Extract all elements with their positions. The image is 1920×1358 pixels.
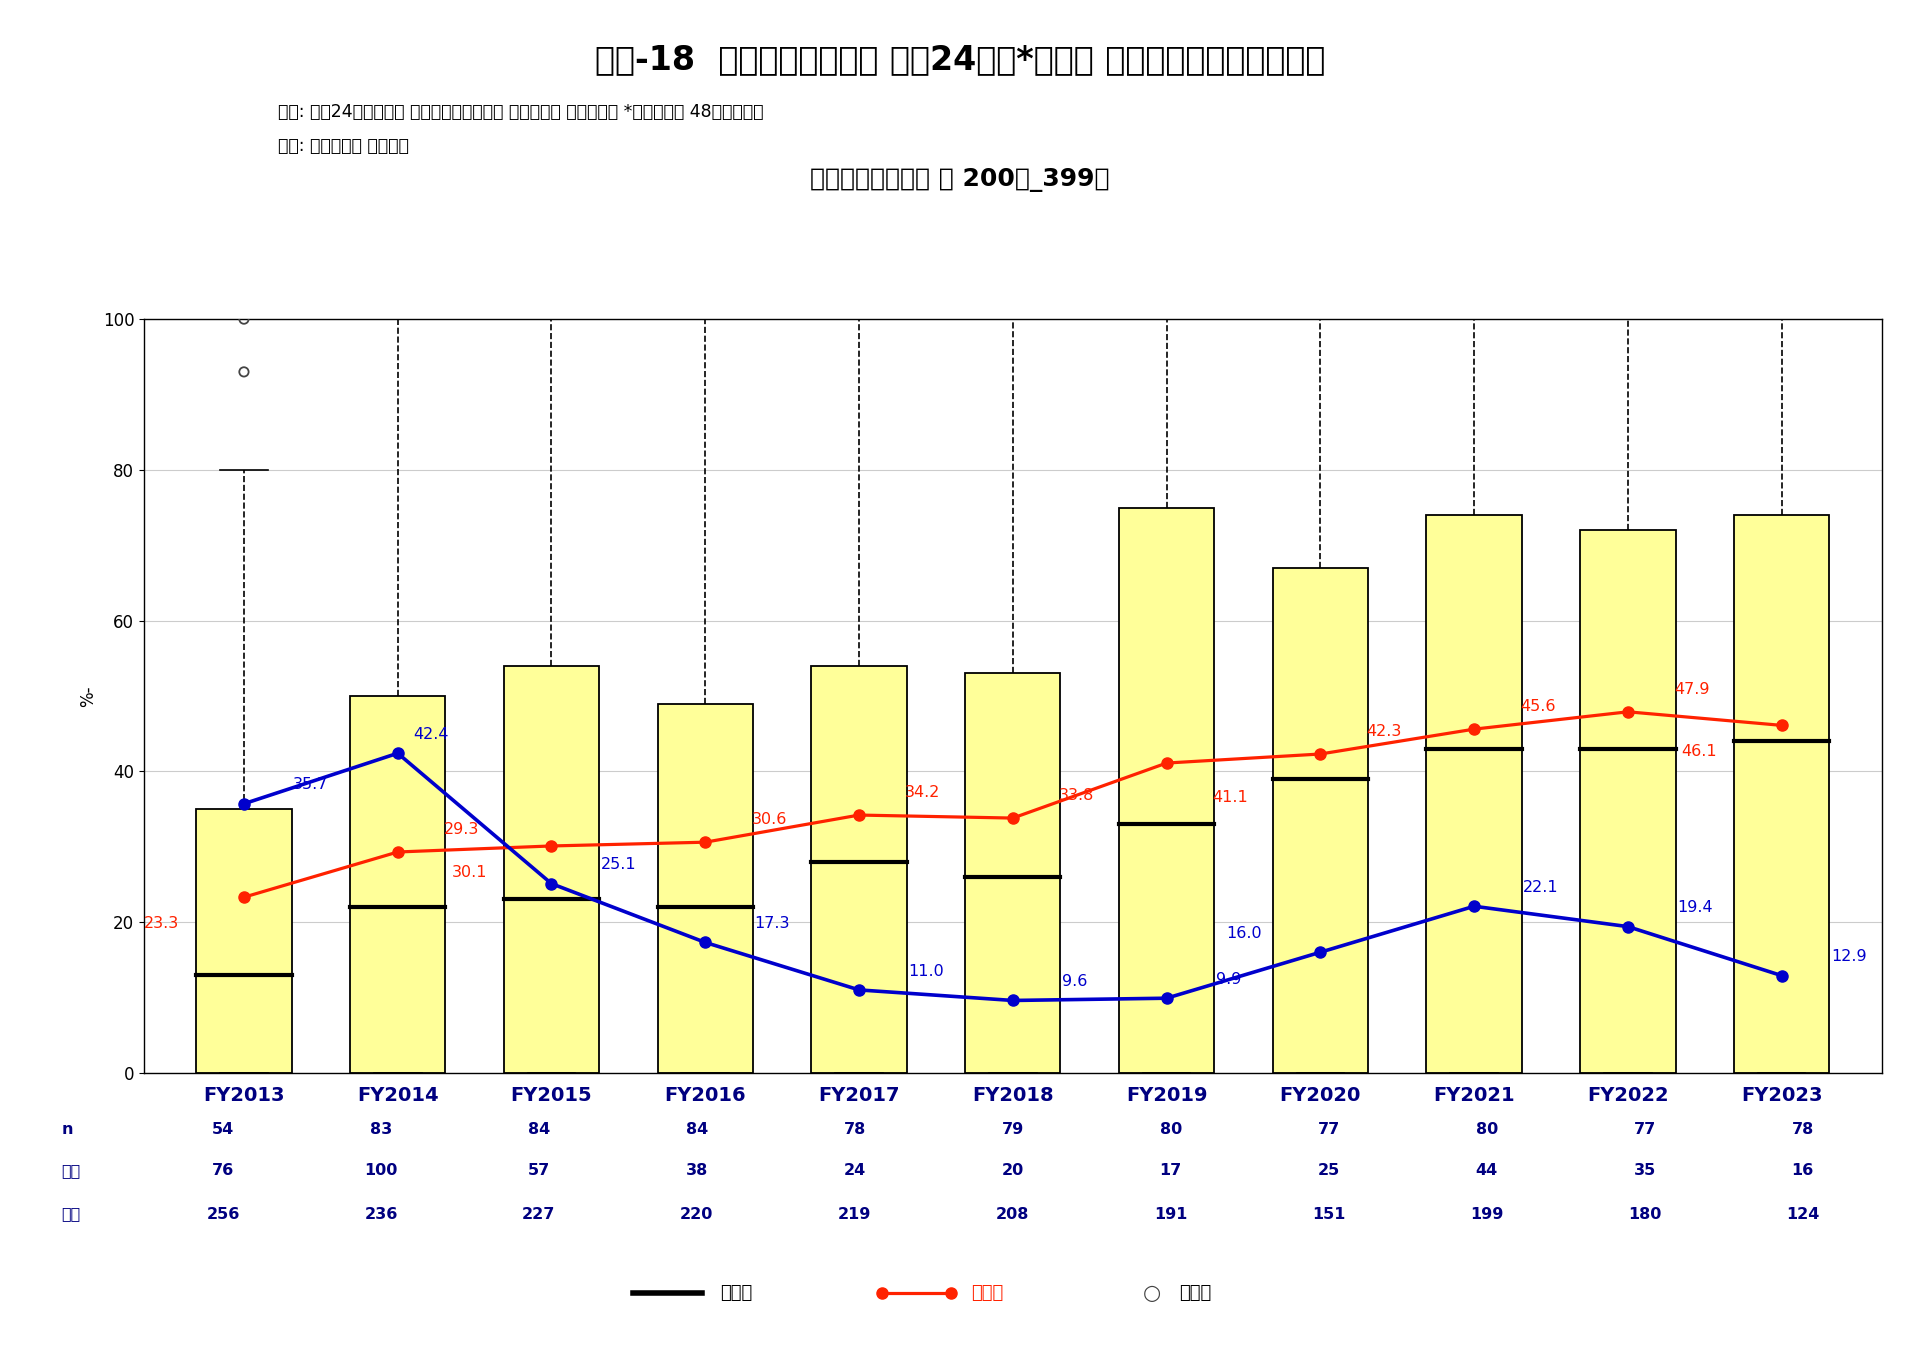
- Text: 57: 57: [528, 1162, 549, 1179]
- Text: 23.3: 23.3: [144, 917, 179, 932]
- Text: 30.1: 30.1: [451, 865, 488, 880]
- Text: 12.9: 12.9: [1832, 949, 1866, 964]
- Y-axis label: %-: %-: [79, 686, 98, 706]
- Text: 34.2: 34.2: [904, 785, 941, 800]
- Text: 44: 44: [1476, 1162, 1498, 1179]
- Text: 77: 77: [1317, 1122, 1340, 1138]
- Text: 151: 151: [1311, 1206, 1346, 1222]
- Text: 41.1: 41.1: [1213, 789, 1248, 804]
- Text: 9.9: 9.9: [1215, 972, 1240, 987]
- Text: 191: 191: [1154, 1206, 1187, 1222]
- Text: ○: ○: [1142, 1283, 1162, 1302]
- Text: 分母: 特定術式の 手術件数: 分母: 特定術式の 手術件数: [278, 137, 409, 155]
- Text: 平均値: 平均値: [972, 1283, 1004, 1302]
- Bar: [657, 703, 753, 1073]
- Text: 54: 54: [211, 1122, 234, 1138]
- Point: [228, 361, 259, 383]
- Text: 17.3: 17.3: [755, 917, 789, 932]
- Text: n: n: [61, 1122, 73, 1138]
- Text: 11.0: 11.0: [908, 964, 945, 979]
- Text: 29.3: 29.3: [444, 822, 480, 837]
- Text: 45.6: 45.6: [1521, 699, 1555, 714]
- Text: 16: 16: [1791, 1162, 1814, 1179]
- Text: 35.7: 35.7: [294, 777, 328, 793]
- Text: 46.1: 46.1: [1682, 744, 1716, 759]
- Bar: [196, 809, 292, 1073]
- Text: 80: 80: [1160, 1122, 1183, 1138]
- Text: 分子: 分子: [61, 1162, 81, 1179]
- Text: 19.4: 19.4: [1676, 900, 1713, 915]
- Text: 79: 79: [1002, 1122, 1023, 1138]
- Bar: [349, 695, 445, 1073]
- Bar: [503, 665, 599, 1073]
- Text: 中央値: 中央値: [720, 1283, 753, 1302]
- Text: 33.8: 33.8: [1060, 788, 1094, 803]
- Text: 分母: 分母: [61, 1206, 81, 1222]
- Text: 22.1: 22.1: [1523, 880, 1559, 895]
- Text: 17: 17: [1160, 1162, 1183, 1179]
- Bar: [1580, 530, 1676, 1073]
- Text: 35: 35: [1634, 1162, 1655, 1179]
- Text: 42.3: 42.3: [1367, 724, 1402, 739]
- Text: 9.6: 9.6: [1062, 974, 1087, 989]
- Text: 42.4: 42.4: [413, 727, 449, 741]
- Text: 124: 124: [1786, 1206, 1820, 1222]
- Text: 219: 219: [839, 1206, 872, 1222]
- Text: 24: 24: [843, 1162, 866, 1179]
- Bar: [1427, 515, 1523, 1073]
- Text: 199: 199: [1471, 1206, 1503, 1222]
- Text: 80: 80: [1476, 1122, 1498, 1138]
- Text: 220: 220: [680, 1206, 714, 1222]
- Text: 208: 208: [996, 1206, 1029, 1222]
- Bar: [966, 674, 1060, 1073]
- Text: 38: 38: [685, 1162, 708, 1179]
- Text: 180: 180: [1628, 1206, 1661, 1222]
- Text: 78: 78: [1791, 1122, 1814, 1138]
- Text: 25.1: 25.1: [601, 857, 636, 872]
- Text: 84: 84: [685, 1122, 708, 1138]
- Bar: [1734, 515, 1830, 1073]
- Text: 一般-18  特定術式における 術後24時間*以内の 予防的抗菌薬投与停止率: 一般-18 特定術式における 術後24時間*以内の 予防的抗菌薬投与停止率: [595, 43, 1325, 76]
- Text: 30.6: 30.6: [751, 812, 787, 827]
- Text: 47.9: 47.9: [1674, 682, 1709, 697]
- Text: 84: 84: [528, 1122, 549, 1138]
- Text: 227: 227: [522, 1206, 555, 1222]
- Bar: [1119, 508, 1213, 1073]
- Text: 100: 100: [365, 1162, 397, 1179]
- Text: 77: 77: [1634, 1122, 1655, 1138]
- Text: 市立大津市民病院 ／ 200床_399床: 市立大津市民病院 ／ 200床_399床: [810, 168, 1110, 193]
- Text: 25: 25: [1317, 1162, 1340, 1179]
- Point: [228, 308, 259, 330]
- Text: 236: 236: [365, 1206, 397, 1222]
- Text: 分子: 術後24時間以内に 予防的抗菌薬投与が 停止された 手術件数（ *心臓手術は 48時間以内）: 分子: 術後24時間以内に 予防的抗菌薬投与が 停止された 手術件数（ *心臓手…: [278, 103, 764, 121]
- Text: 76: 76: [211, 1162, 234, 1179]
- Bar: [812, 665, 906, 1073]
- Text: 78: 78: [843, 1122, 866, 1138]
- Bar: [1273, 568, 1369, 1073]
- Text: 256: 256: [205, 1206, 240, 1222]
- Text: 16.0: 16.0: [1227, 926, 1261, 941]
- Text: 83: 83: [371, 1122, 392, 1138]
- Text: 外れ値: 外れ値: [1179, 1283, 1212, 1302]
- Text: 20: 20: [1002, 1162, 1023, 1179]
